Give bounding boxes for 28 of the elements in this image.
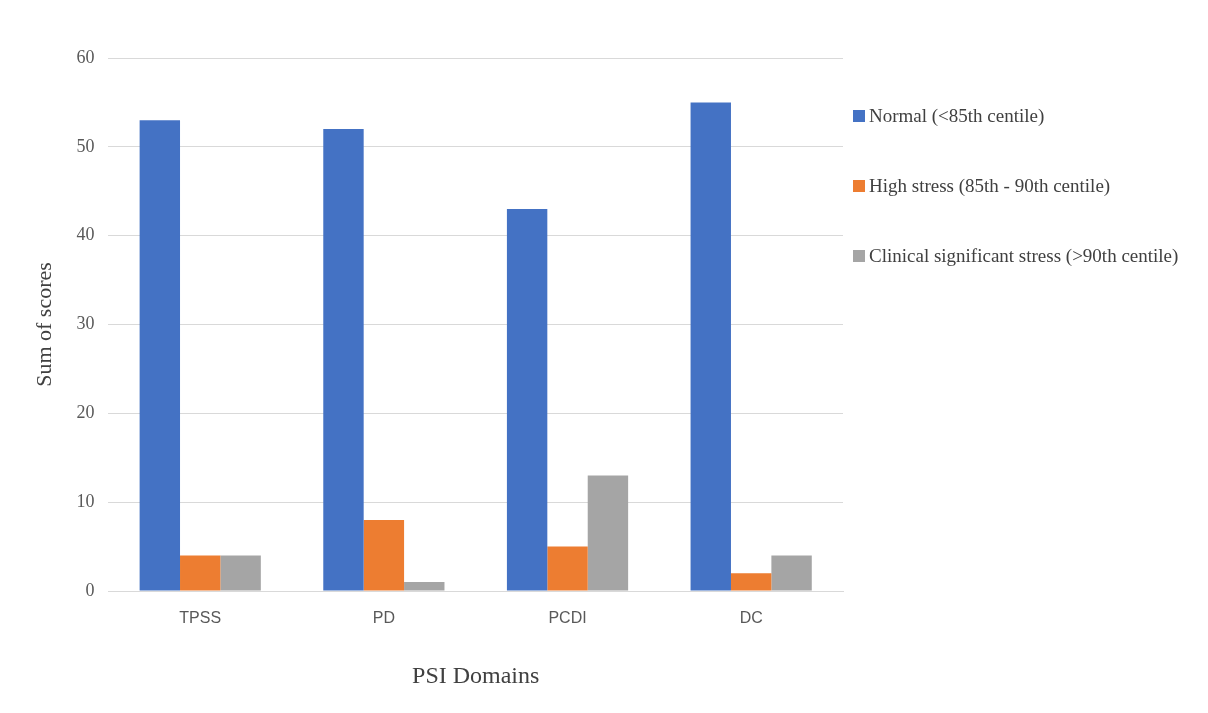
legend-label: High stress (85th - 90th centile) (869, 174, 1111, 198)
bar (404, 582, 445, 591)
y-tick-label: 30 (76, 313, 95, 334)
bar (690, 102, 731, 591)
bar (547, 546, 588, 591)
bar (139, 120, 181, 591)
bar (730, 573, 772, 591)
legend-label: Normal (<85th centile) (869, 104, 1045, 128)
bar (323, 129, 364, 591)
y-tick-label: 10 (76, 490, 95, 511)
y-axis-title: Sum of scores (30, 262, 56, 387)
legend-label: Clinical significant stress (>90th centile) (869, 244, 1179, 268)
x-tick-label: TPSS (179, 609, 222, 627)
bar (363, 519, 405, 591)
bar (506, 209, 548, 591)
y-tick-label: 40 (76, 224, 95, 245)
bar (587, 475, 629, 591)
y-tick-label: 50 (76, 135, 95, 156)
x-tick-label: PD (372, 609, 395, 627)
x-axis-title: PSI Domains (412, 661, 540, 688)
y-tick-label: 60 (76, 46, 95, 67)
bar (180, 555, 221, 591)
y-tick-label: 0 (85, 579, 95, 600)
bar (220, 555, 261, 591)
y-tick-label: 20 (76, 402, 95, 423)
x-tick-label: DC (739, 609, 763, 627)
bar (771, 555, 812, 591)
x-tick-label: PCDI (548, 609, 587, 627)
